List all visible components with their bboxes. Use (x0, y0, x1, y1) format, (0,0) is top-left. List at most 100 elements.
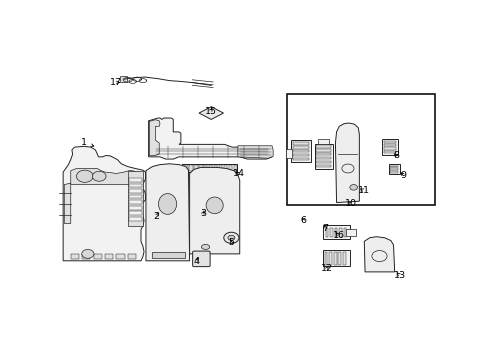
Polygon shape (336, 123, 359, 203)
Polygon shape (149, 120, 160, 156)
Polygon shape (238, 146, 273, 158)
Bar (384, 148, 396, 150)
Bar (384, 151, 396, 153)
Bar (199, 166, 202, 171)
Text: 16: 16 (333, 231, 345, 240)
Text: 14: 14 (233, 169, 245, 178)
Text: 9: 9 (401, 171, 407, 180)
Bar (129, 189, 142, 193)
Text: 10: 10 (344, 199, 357, 208)
Ellipse shape (201, 244, 210, 249)
Circle shape (350, 185, 358, 190)
Bar (292, 140, 311, 162)
Bar (318, 139, 329, 144)
Circle shape (93, 171, 106, 181)
Bar (325, 252, 327, 265)
Bar (214, 166, 218, 171)
Bar (293, 146, 309, 149)
Polygon shape (190, 167, 240, 254)
Polygon shape (64, 183, 71, 223)
Bar (129, 184, 142, 187)
Bar (287, 94, 435, 205)
Bar (317, 145, 331, 148)
Bar (234, 166, 237, 171)
Bar (286, 149, 292, 158)
Text: 3: 3 (200, 209, 206, 218)
Text: 7: 7 (322, 224, 328, 233)
Text: 5: 5 (228, 238, 234, 247)
Bar (317, 149, 331, 152)
Polygon shape (146, 164, 190, 261)
Bar (189, 166, 193, 171)
Polygon shape (71, 168, 141, 185)
Bar (129, 217, 142, 221)
Bar (184, 166, 188, 171)
Text: 2: 2 (153, 212, 159, 221)
Bar (128, 255, 136, 260)
Bar (224, 166, 227, 171)
Bar (209, 166, 212, 171)
Polygon shape (364, 237, 394, 272)
Text: 4: 4 (193, 257, 199, 266)
Bar (334, 252, 337, 265)
Bar (339, 228, 342, 237)
Bar (293, 154, 309, 156)
Bar (229, 166, 232, 171)
Text: 12: 12 (321, 264, 333, 273)
Bar (317, 161, 331, 163)
Bar (339, 252, 341, 265)
FancyBboxPatch shape (193, 251, 210, 267)
Bar (152, 252, 185, 258)
Bar (129, 206, 142, 210)
Polygon shape (199, 107, 223, 120)
Bar (317, 153, 331, 156)
Circle shape (224, 232, 239, 243)
Ellipse shape (158, 194, 177, 214)
Bar (322, 250, 350, 266)
Bar (116, 255, 124, 260)
Bar (323, 225, 350, 239)
Bar (384, 144, 396, 146)
Bar (335, 228, 337, 237)
Text: 17: 17 (110, 78, 122, 87)
Circle shape (228, 235, 235, 240)
Bar (344, 228, 346, 237)
Bar (105, 255, 113, 260)
Bar (129, 211, 142, 215)
Text: 8: 8 (393, 151, 399, 160)
Bar (94, 255, 102, 260)
Circle shape (76, 170, 93, 183)
Bar (325, 228, 328, 237)
Bar (317, 157, 331, 159)
Bar (390, 168, 398, 170)
Text: 1: 1 (81, 139, 94, 148)
Bar (390, 166, 398, 167)
Ellipse shape (206, 197, 223, 214)
Bar (330, 228, 333, 237)
Bar (120, 76, 127, 82)
Text: 6: 6 (300, 216, 307, 225)
Bar (343, 252, 345, 265)
Bar (293, 142, 309, 145)
Bar (129, 195, 142, 198)
Bar (219, 166, 222, 171)
Bar (346, 229, 356, 236)
Bar (129, 178, 142, 182)
Polygon shape (128, 171, 143, 226)
Text: 13: 13 (394, 271, 406, 280)
Bar (182, 164, 237, 172)
Bar (293, 158, 309, 160)
Bar (389, 164, 400, 174)
Bar (71, 255, 79, 260)
Bar (384, 141, 396, 143)
Bar (390, 171, 398, 173)
Bar (329, 252, 332, 265)
Bar (129, 201, 142, 204)
Bar (317, 165, 331, 167)
Bar (293, 150, 309, 152)
Text: 11: 11 (358, 186, 370, 195)
Circle shape (82, 249, 94, 258)
Bar (204, 166, 207, 171)
Bar (315, 144, 333, 169)
Bar (382, 139, 398, 155)
